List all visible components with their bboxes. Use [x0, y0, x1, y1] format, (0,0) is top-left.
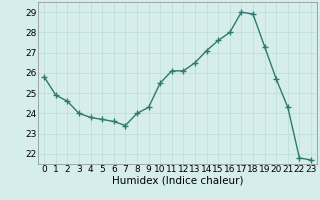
X-axis label: Humidex (Indice chaleur): Humidex (Indice chaleur) — [112, 176, 243, 186]
